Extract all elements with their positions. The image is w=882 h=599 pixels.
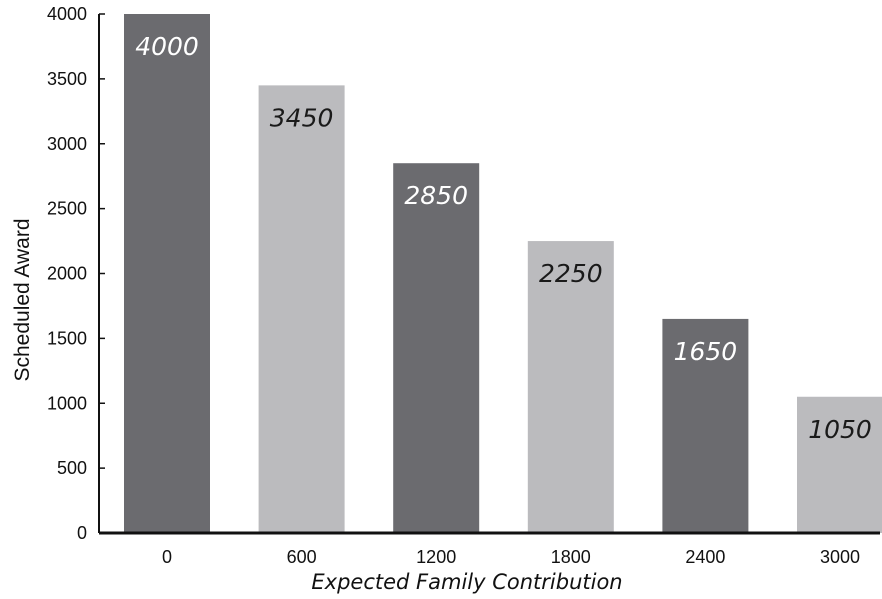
x-tick-label: 0 [162, 547, 172, 567]
y-tick-label: 2500 [47, 199, 87, 219]
y-tick-label: 500 [57, 458, 87, 478]
y-axis-label: Scheduled Award [11, 218, 34, 381]
bar-data-label: 1650 [674, 337, 738, 366]
x-axis: 0 600 1200 1800 2400 3000 [99, 531, 880, 567]
bar [527, 241, 614, 533]
bar-data-label: 2250 [539, 259, 603, 288]
y-tick-label: 1000 [47, 393, 87, 413]
bar [124, 14, 210, 533]
bar-data-label: 4000 [135, 32, 199, 61]
bars-group: 4000 3450 2850 2250 1650 1050 [124, 14, 882, 534]
bar [662, 318, 749, 533]
y-tick-label: 3000 [47, 134, 87, 154]
y-tick-label: 3500 [47, 69, 87, 89]
y-tick-label: 2000 [47, 264, 87, 284]
y-tick-label: 4000 [47, 4, 87, 24]
bar-data-label: 3450 [270, 103, 334, 132]
y-tick-label: 1500 [47, 328, 87, 348]
y-tick-label: 0 [77, 523, 87, 543]
y-axis: 0 500 1000 1500 2000 2500 3000 3500 4000 [47, 4, 105, 543]
bar-data-label: 2850 [404, 181, 468, 210]
bar [258, 85, 345, 534]
x-tick-label: 1800 [551, 547, 591, 567]
x-axis-label: Expected Family Contribution [311, 570, 622, 594]
x-tick-label: 1200 [416, 547, 456, 567]
bar [393, 163, 480, 533]
bar-data-label: 1050 [808, 415, 872, 444]
x-tick-label: 600 [287, 547, 317, 567]
x-tick-label: 3000 [820, 547, 860, 567]
bar [797, 396, 882, 533]
x-tick-label: 2400 [685, 547, 725, 567]
